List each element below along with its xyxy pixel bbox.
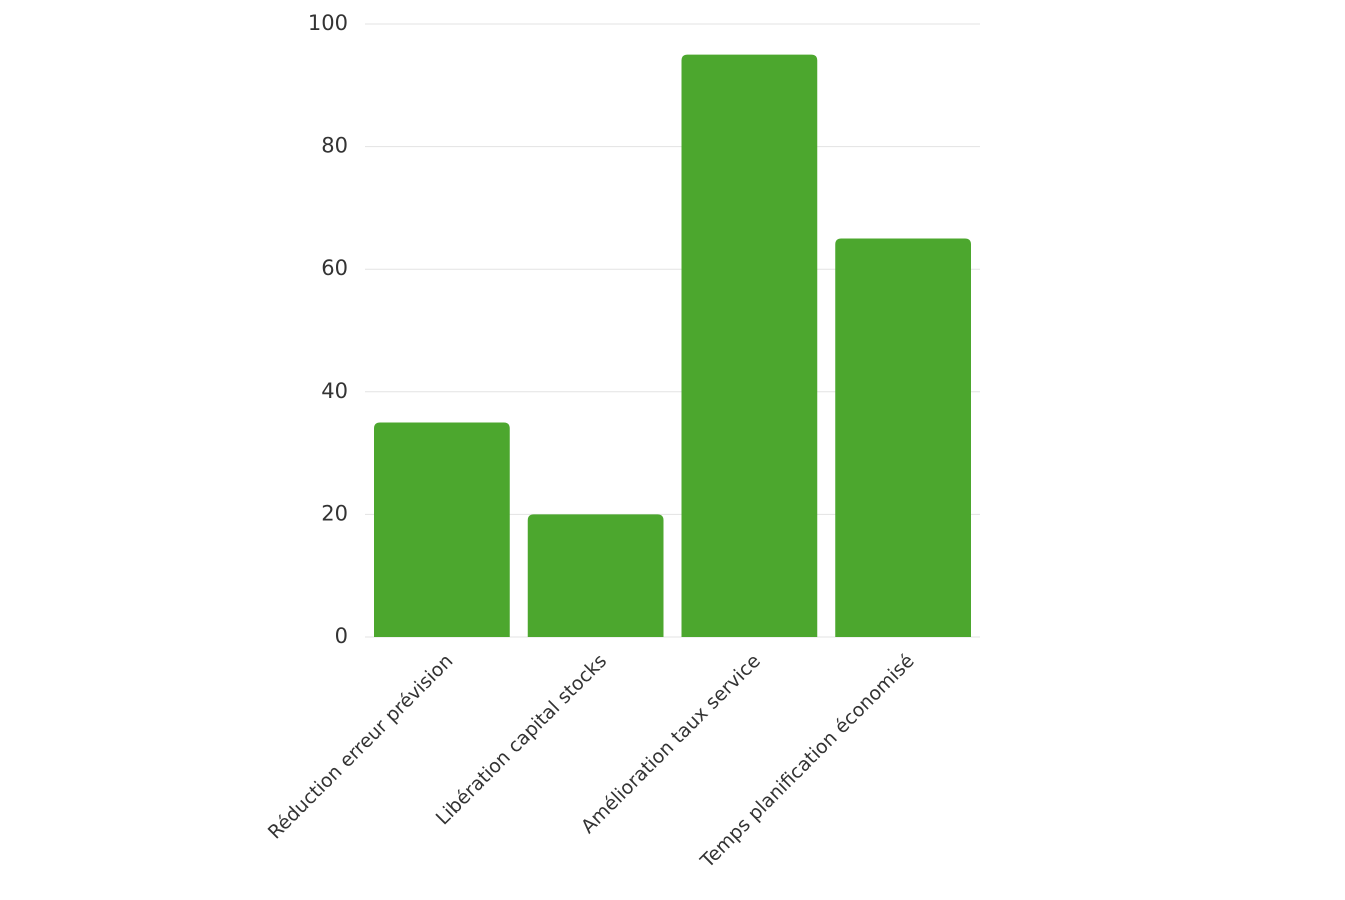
x-tick-label: Réduction erreur prévision bbox=[264, 650, 458, 844]
y-tick-label: 20 bbox=[321, 501, 348, 525]
bar bbox=[835, 238, 971, 638]
bar bbox=[681, 54, 818, 637]
y-tick-label: 0 bbox=[335, 624, 348, 648]
bar bbox=[527, 514, 664, 637]
y-tick-label: 40 bbox=[321, 379, 348, 403]
x-tick-label: Libération capital stocks bbox=[432, 650, 611, 829]
y-tick-label: 60 bbox=[321, 256, 348, 280]
x-tick-label: Amélioration taux service bbox=[577, 650, 765, 838]
y-tick-label: 100 bbox=[308, 11, 348, 35]
y-tick-label: 80 bbox=[321, 134, 348, 158]
bar bbox=[374, 422, 510, 637]
